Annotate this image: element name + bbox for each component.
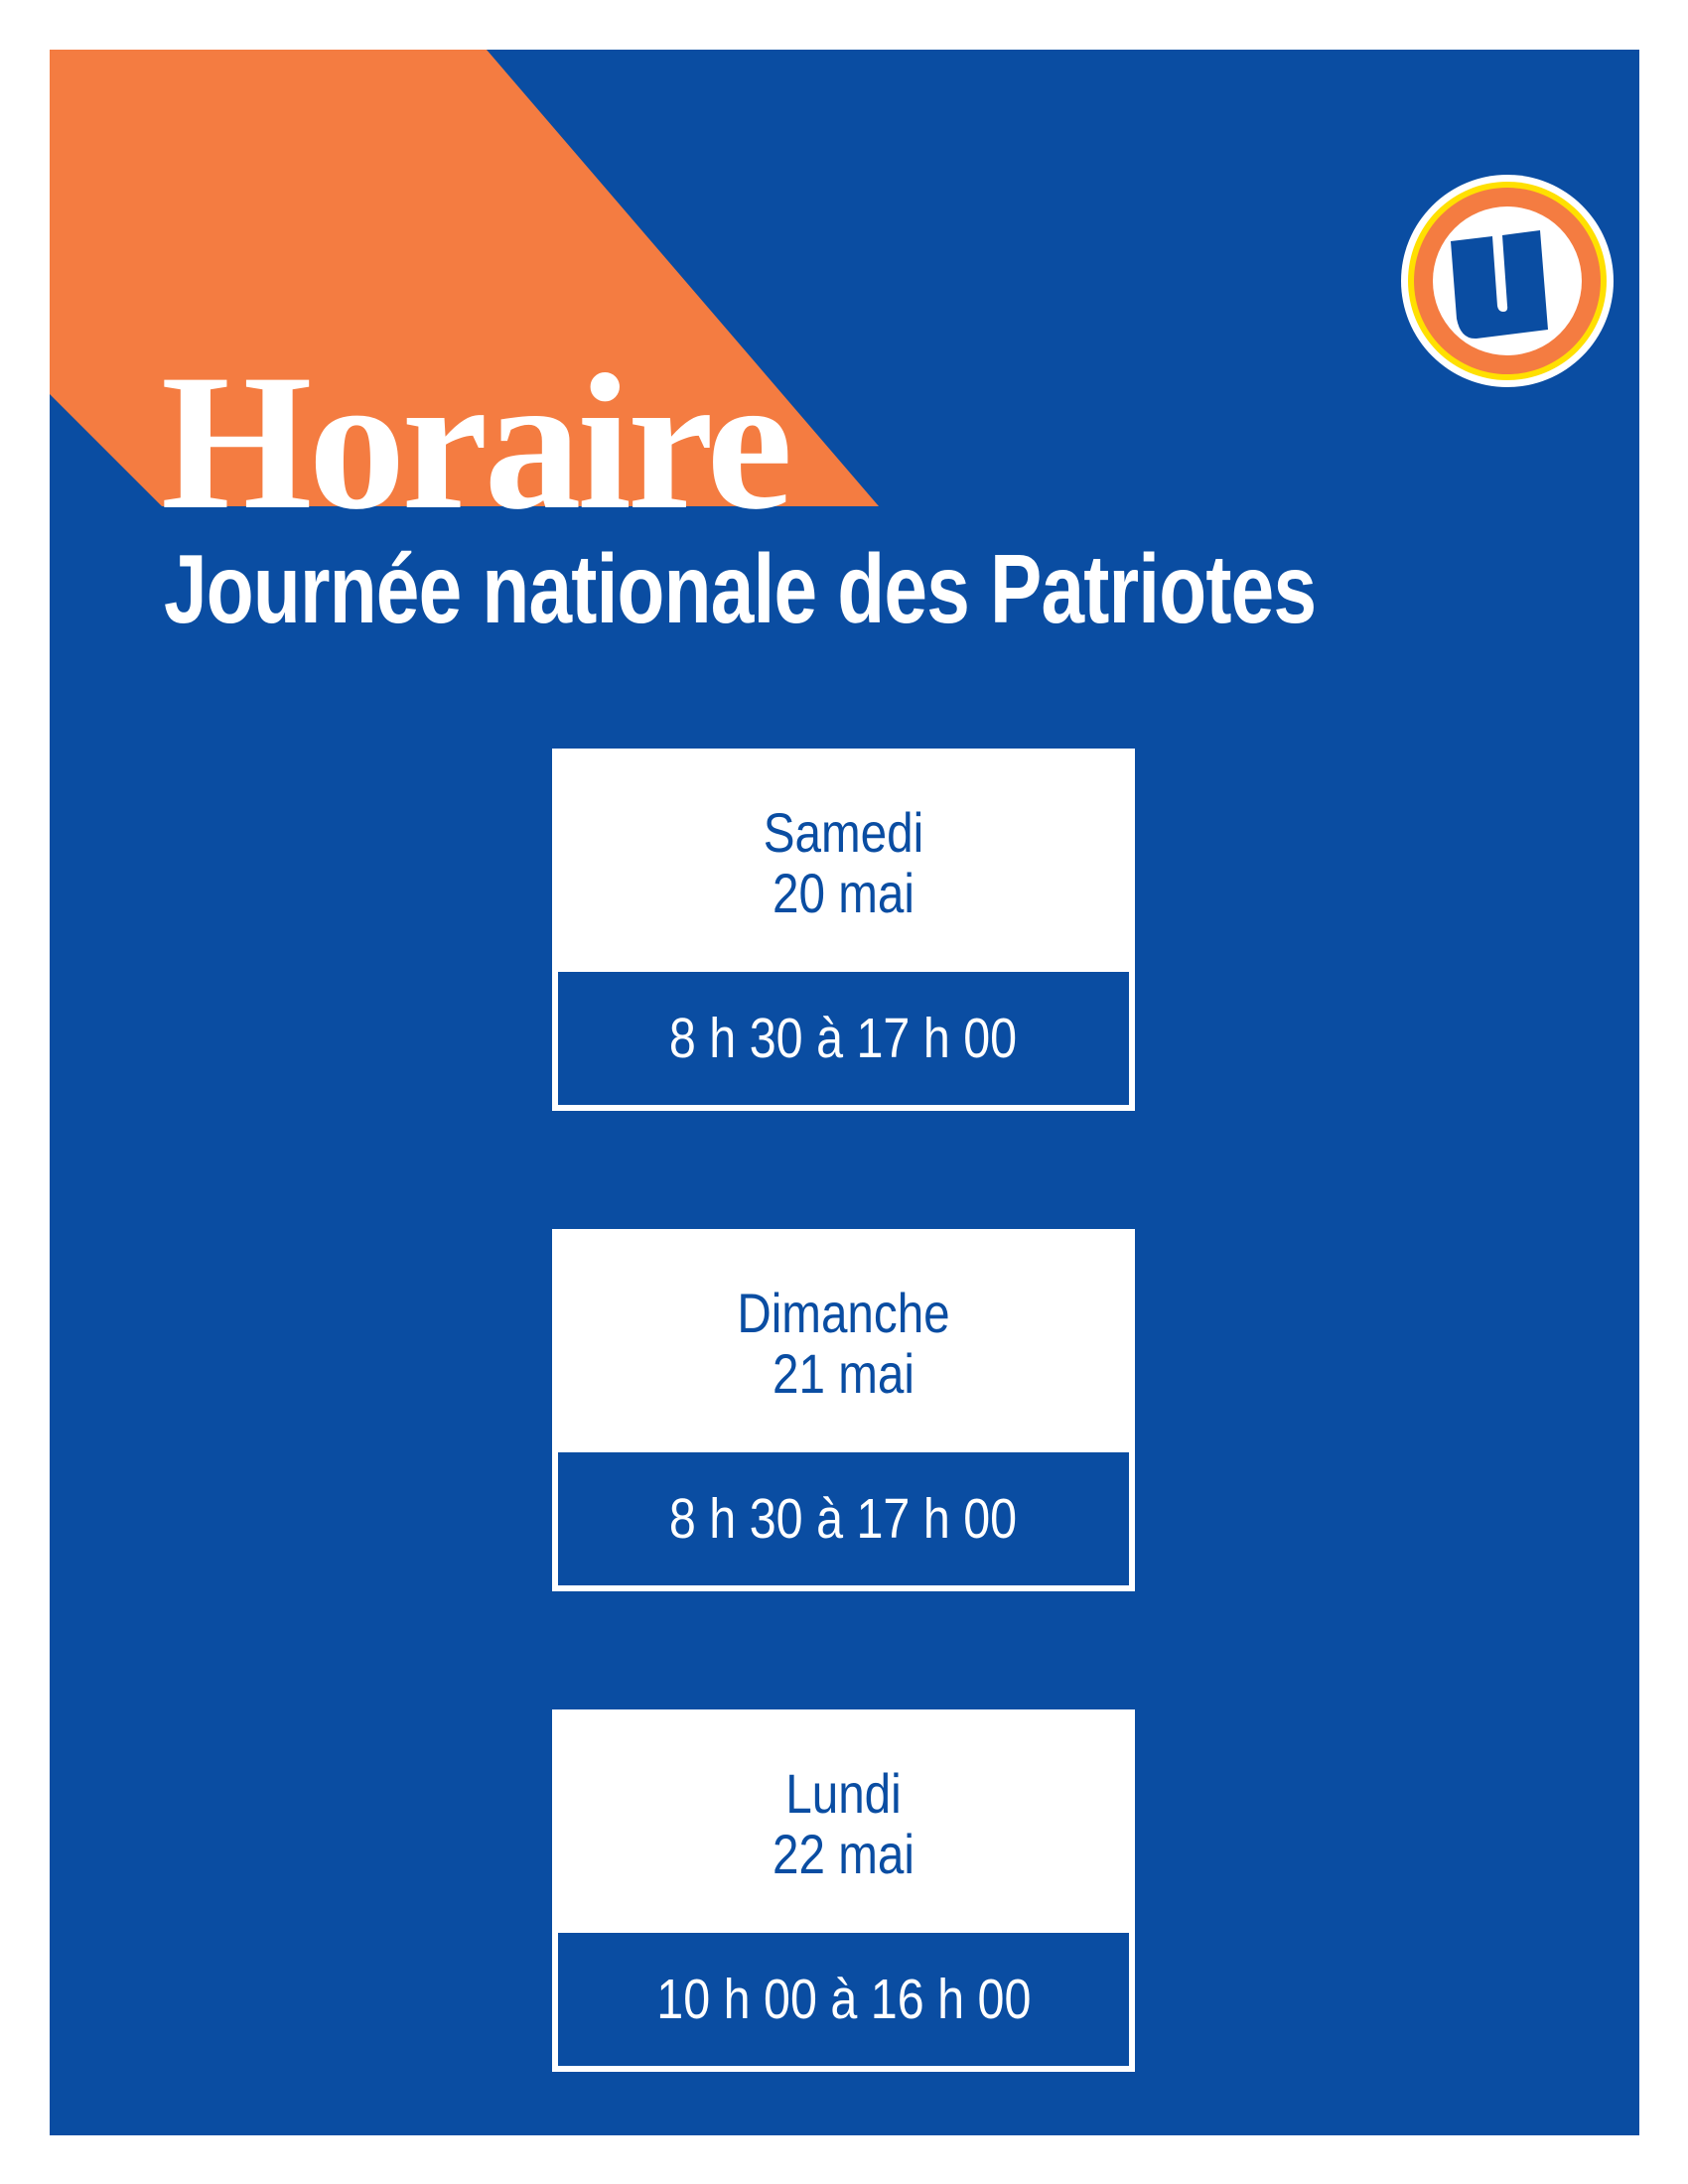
schedule-card: Samedi 20 mai 8 h 30 à 17 h 00	[552, 749, 1135, 1111]
opening-hours: 10 h 00 à 16 h 00	[558, 1933, 1129, 2066]
day-label: Samedi 20 mai	[552, 802, 1135, 923]
day-name: Dimanche	[737, 1282, 950, 1344]
day-date: 21 mai	[773, 1342, 914, 1405]
poster-panel: Horaire Journée nationale des Patriotes …	[50, 50, 1639, 2135]
day-date: 20 mai	[773, 862, 914, 924]
day-label: Dimanche 21 mai	[552, 1283, 1135, 1404]
hours-text: 8 h 30 à 17 h 00	[669, 1487, 1018, 1551]
schedule-card: Dimanche 21 mai 8 h 30 à 17 h 00	[552, 1229, 1135, 1591]
day-name: Lundi	[785, 1762, 902, 1825]
orange-diagonal-stripe	[50, 50, 879, 506]
day-label: Lundi 22 mai	[552, 1763, 1135, 1884]
page-title: Horaire	[161, 335, 792, 550]
schedule-card: Lundi 22 mai 10 h 00 à 16 h 00	[552, 1709, 1135, 2072]
page-subtitle: Journée nationale des Patriotes	[164, 534, 1317, 643]
hours-text: 8 h 30 à 17 h 00	[669, 1007, 1018, 1070]
opening-hours: 8 h 30 à 17 h 00	[558, 1452, 1129, 1585]
u-logo-icon	[1401, 175, 1614, 387]
opening-hours: 8 h 30 à 17 h 00	[558, 972, 1129, 1105]
hours-text: 10 h 00 à 16 h 00	[655, 1968, 1032, 2031]
day-name: Samedi	[763, 801, 924, 864]
day-date: 22 mai	[773, 1823, 914, 1885]
